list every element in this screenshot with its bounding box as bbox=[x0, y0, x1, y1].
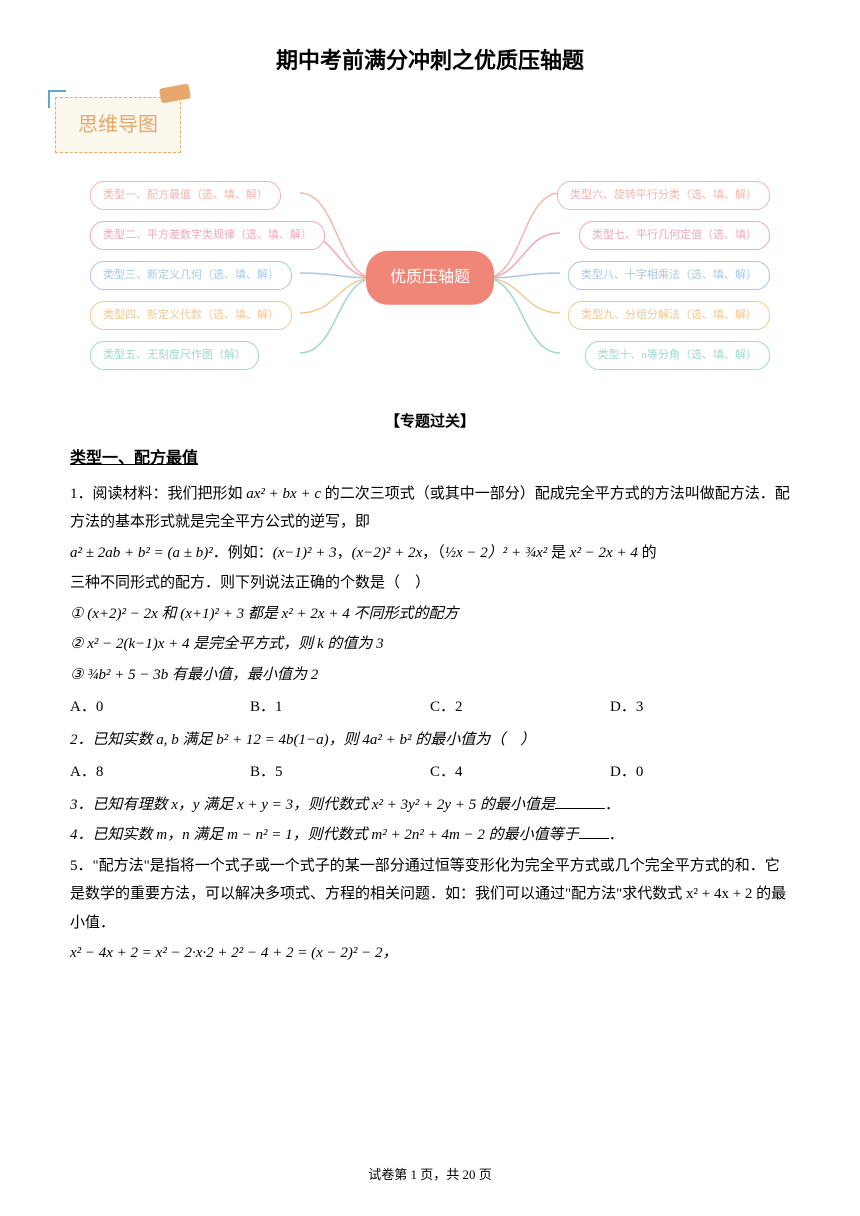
mindmap-node: 类型六、旋转平行分类（选、填、解） bbox=[557, 181, 770, 210]
q5-line1: 5．"配方法"是指将一个式子或一个式子的某一部分通过恒等变形化为完全平方式或几个… bbox=[70, 852, 790, 938]
q1-opt3: ③ ¾b² + 5 − 3b 有最小值，最小值为 2 bbox=[70, 661, 790, 690]
mindmap-node: 类型三、新定义几何（选、填、解） bbox=[90, 261, 292, 290]
blank-underline bbox=[555, 808, 605, 809]
mindmap-node: 类型八、十字相乘法（选、填、解） bbox=[568, 261, 770, 290]
page-title: 期中考前满分冲刺之优质压轴题 bbox=[70, 40, 790, 82]
q1-formula-line: a² ± 2ab + b² = (a ± b)²．例如：(x−1)² + 3，(… bbox=[70, 539, 790, 568]
choice-a: A．8 bbox=[70, 758, 250, 787]
choice-d: D．3 bbox=[610, 693, 790, 722]
blank-underline bbox=[579, 838, 609, 839]
subsection-heading: 类型一、配方最值 bbox=[70, 444, 790, 474]
mindmap-node: 类型四、新定义代数（选、填、解） bbox=[90, 301, 292, 330]
banner-container: 思维导图 bbox=[55, 97, 790, 153]
clip-decoration bbox=[159, 83, 191, 103]
q1-opt2: ② x² − 2(k−1)x + 4 是完全平方式，则 k 的值为 3 bbox=[70, 630, 790, 659]
mind-map-diagram: 优质压轴题 类型一、配方最值（选、填、解） 类型二、平方差数字类规律（选、填、解）… bbox=[90, 163, 770, 393]
mindmap-node: 类型九、分组分解法（选、填、解） bbox=[568, 301, 770, 330]
banner-corner-decoration bbox=[48, 90, 66, 108]
q1-intro: 1．阅读材料：我们把形如 ax² + bx + c 的二次三项式（或其中一部分）… bbox=[70, 480, 790, 537]
banner-text: 思维导图 bbox=[78, 114, 158, 136]
choice-b: B．5 bbox=[250, 758, 430, 787]
section-heading: 【专题过关】 bbox=[70, 408, 790, 437]
choice-b: B．1 bbox=[250, 693, 430, 722]
mindmap-node: 类型七、平行几何定值（选、填） bbox=[579, 221, 770, 250]
mindmap-node: 类型二、平方差数字类规律（选、填、解） bbox=[90, 221, 325, 250]
mindmap-center-node: 优质压轴题 bbox=[366, 251, 494, 305]
q2-text: 2．已知实数 a, b 满足 b² + 12 = 4b(1−a)，则 4a² +… bbox=[70, 726, 790, 755]
choice-d: D．0 bbox=[610, 758, 790, 787]
content-body: 1．阅读材料：我们把形如 ax² + bx + c 的二次三项式（或其中一部分）… bbox=[70, 480, 790, 968]
q2-choices: A．8 B．5 C．4 D．0 bbox=[70, 758, 790, 787]
mindmap-node: 类型一、配方最值（选、填、解） bbox=[90, 181, 281, 210]
page-footer: 试卷第 1 页，共 20 页 bbox=[0, 1163, 860, 1188]
mindmap-node: 类型十、n等分角（选、填、解） bbox=[585, 341, 771, 370]
q5-line2: x² − 4x + 2 = x² − 2·x·2 + 2² − 4 + 2 = … bbox=[70, 939, 790, 968]
q1-choices: A．0 B．1 C．2 D．3 bbox=[70, 693, 790, 722]
q3-text: 3．已知有理数 x，y 满足 x + y = 3，则代数式 x² + 3y² +… bbox=[70, 791, 790, 820]
mindmap-node: 类型五、无刻度尺作图（解） bbox=[90, 341, 259, 370]
q4-text: 4．已知实数 m，n 满足 m − n² = 1，则代数式 m² + 2n² +… bbox=[70, 821, 790, 850]
mind-map-banner: 思维导图 bbox=[55, 97, 181, 153]
choice-c: C．4 bbox=[430, 758, 610, 787]
choice-a: A．0 bbox=[70, 693, 250, 722]
choice-c: C．2 bbox=[430, 693, 610, 722]
q1-opt1: ① (x+2)² − 2x 和 (x+1)² + 3 都是 x² + 2x + … bbox=[70, 600, 790, 629]
q1-line3: 三种不同形式的配方．则下列说法正确的个数是（ ） bbox=[70, 569, 790, 598]
